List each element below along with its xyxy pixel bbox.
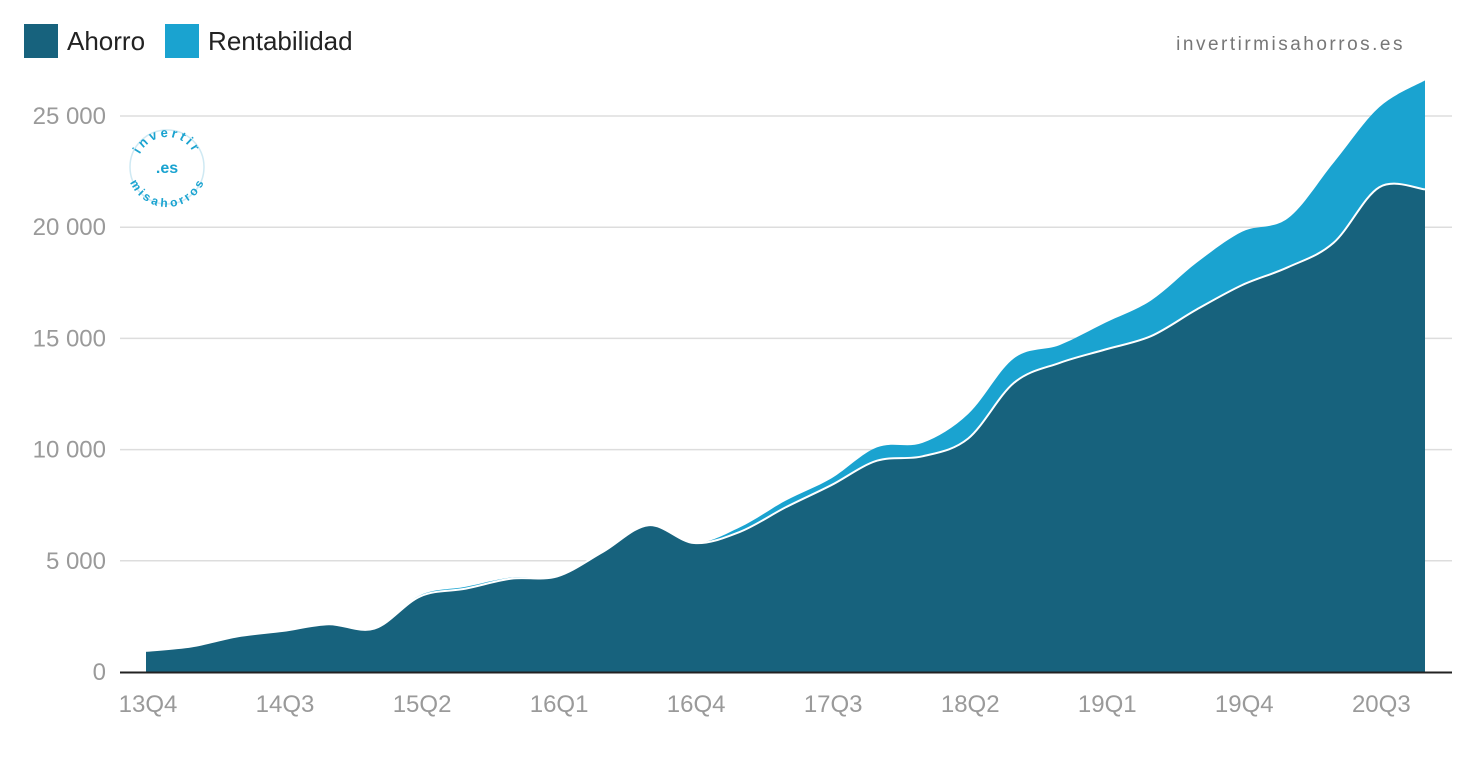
x-tick-label: 19Q1 bbox=[1078, 691, 1137, 718]
y-tick-label: 0 bbox=[93, 659, 106, 686]
x-tick-label: 20Q3 bbox=[1352, 691, 1411, 718]
legend-swatch-ahorro bbox=[24, 24, 58, 58]
y-tick-label: 15 000 bbox=[33, 325, 106, 352]
watermark-logo: invertir .es misahorros bbox=[127, 125, 206, 210]
x-tick-label: 15Q2 bbox=[393, 691, 452, 718]
legend-item-rentabilidad: Rentabilidad bbox=[165, 24, 353, 58]
x-tick-label: 19Q4 bbox=[1215, 691, 1274, 718]
legend-label-rentabilidad: Rentabilidad bbox=[208, 25, 353, 56]
area-ahorro bbox=[146, 183, 1425, 672]
y-tick-label: 5 000 bbox=[46, 548, 106, 575]
x-tick-label: 13Q4 bbox=[119, 691, 178, 718]
x-tick-label: 16Q4 bbox=[667, 691, 726, 718]
x-tick-label: 17Q3 bbox=[804, 691, 863, 718]
chart-areas bbox=[145, 80, 1426, 672]
logo-ring bbox=[129, 129, 205, 205]
brand-url: invertirmisahorros.es bbox=[1176, 34, 1405, 55]
legend-item-ahorro: Ahorro bbox=[24, 24, 145, 58]
logo-text-middle: .es bbox=[156, 160, 178, 177]
x-axis-tick-labels: 13Q4 14Q3 15Q2 16Q1 16Q4 17Q3 18Q2 19Q1 19Q4 20Q3 bbox=[119, 691, 1411, 718]
x-tick-label: 16Q1 bbox=[530, 691, 589, 718]
y-tick-label: 25 000 bbox=[33, 103, 106, 130]
y-tick-label: 10 000 bbox=[33, 437, 106, 464]
legend-label-ahorro: Ahorro bbox=[67, 25, 146, 56]
y-tick-label: 20 000 bbox=[33, 214, 106, 241]
x-tick-label: 18Q2 bbox=[941, 691, 1000, 718]
legend: Ahorro Rentabilidad bbox=[24, 24, 373, 58]
series-divider-line bbox=[145, 182, 1426, 652]
legend-swatch-rentabilidad bbox=[165, 24, 200, 58]
y-axis-tick-labels: 0 5 000 10 000 15 000 20 000 25 000 bbox=[33, 103, 106, 686]
x-tick-label: 14Q3 bbox=[256, 691, 315, 718]
